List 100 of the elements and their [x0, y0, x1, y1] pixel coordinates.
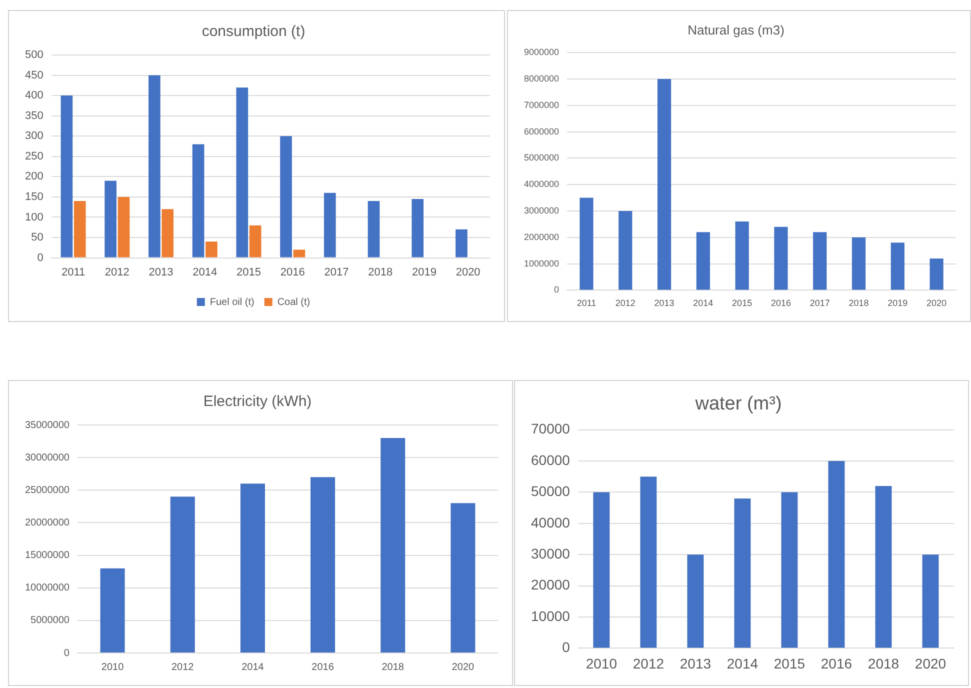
- y-tick-label: 500: [24, 49, 44, 62]
- x-tick-label: 2010: [586, 655, 618, 672]
- legend-label: Coal (t): [277, 296, 310, 308]
- bar: [890, 242, 904, 290]
- y-tick-label: 35000000: [24, 420, 70, 431]
- y-tick-label: 70000: [530, 420, 570, 437]
- x-tick-label: 2013: [148, 266, 174, 278]
- y-tick-label: 60000: [530, 452, 570, 468]
- x-tick-label: 2017: [810, 298, 830, 308]
- bar: [687, 554, 704, 648]
- y-tick-label: 200: [24, 170, 44, 183]
- bar: [206, 242, 218, 258]
- bar: [580, 198, 594, 290]
- x-tick-label: 2018: [382, 662, 404, 673]
- y-tick-label: 50000: [530, 483, 570, 500]
- x-tick-label: 2020: [914, 655, 946, 672]
- legend-label: Fuel oil (t): [210, 296, 254, 308]
- bar: [593, 492, 610, 648]
- x-tick-label: 2012: [615, 298, 636, 308]
- x-tick-label: 2018: [848, 298, 869, 308]
- x-tick-label: 2012: [171, 662, 194, 673]
- x-tick-label: 2015: [236, 266, 261, 278]
- y-tick-label: 20000000: [24, 517, 70, 528]
- x-tick-label: 2020: [452, 662, 475, 673]
- y-tick-label: 9000000: [524, 47, 560, 58]
- bar: [852, 237, 866, 290]
- bar: [104, 180, 116, 258]
- bar: [192, 144, 204, 258]
- x-tick-label: 2014: [693, 298, 714, 308]
- bar: [280, 136, 292, 258]
- x-tick-label: 2014: [242, 662, 264, 673]
- x-tick-label: 2020: [926, 298, 947, 308]
- x-tick-label: 2019: [888, 298, 908, 308]
- y-tick-label: 15000000: [24, 550, 70, 562]
- bar: [734, 498, 751, 648]
- y-tick-label: 350: [24, 110, 44, 122]
- y-tick-label: 300: [24, 130, 44, 142]
- bar: [380, 438, 406, 652]
- bar: [236, 87, 248, 258]
- y-tick-label: 5000000: [524, 152, 560, 163]
- y-tick-label: 8000000: [524, 73, 560, 84]
- y-tick-label: 150: [24, 190, 44, 203]
- bar: [813, 232, 827, 290]
- x-tick-label: 2016: [770, 298, 791, 308]
- chart-title: consumption (t): [202, 23, 306, 40]
- y-tick-label: 1000000: [524, 258, 560, 268]
- bar: [875, 486, 892, 648]
- y-tick-label: 20000: [530, 576, 570, 593]
- y-tick-label: 0: [554, 284, 560, 295]
- y-tick-label: 10000: [530, 608, 570, 624]
- x-tick-label: 2010: [101, 662, 124, 673]
- x-tick-label: 2016: [280, 266, 305, 278]
- bar: [640, 476, 657, 648]
- bar: [148, 75, 160, 258]
- x-tick-label: 2016: [312, 662, 334, 673]
- x-tick-label: 2019: [412, 266, 436, 278]
- x-tick-label: 2014: [726, 655, 758, 672]
- x-tick-label: 2014: [192, 266, 218, 278]
- y-tick-label: 4000000: [524, 179, 560, 190]
- y-tick-label: 100: [24, 211, 44, 224]
- bar: [60, 96, 73, 258]
- y-tick-label: 0: [64, 648, 70, 659]
- chart-title: Natural gas (m3): [688, 22, 784, 38]
- bar: [118, 196, 130, 258]
- y-tick-label: 6000000: [524, 126, 560, 136]
- bar: [100, 568, 125, 652]
- bar: [74, 201, 86, 258]
- y-tick-label: 0: [37, 252, 44, 264]
- y-tick-label: 25000000: [24, 484, 70, 496]
- x-tick-label: 2012: [632, 655, 664, 672]
- y-tick-label: 50: [31, 232, 44, 244]
- bar: [324, 192, 336, 258]
- y-tick-label: 2000000: [524, 232, 560, 242]
- bar: [774, 226, 788, 290]
- bar: [170, 496, 195, 652]
- bar: [293, 250, 306, 258]
- x-tick-label: 2018: [868, 655, 900, 672]
- y-tick-label: 3000000: [524, 205, 560, 216]
- bar: [456, 229, 468, 258]
- x-tick-label: 2016: [820, 655, 852, 672]
- bar: [922, 554, 939, 648]
- y-tick-label: 0: [562, 639, 570, 656]
- bar: [412, 198, 424, 258]
- x-tick-label: 2013: [680, 655, 712, 672]
- bar: [368, 201, 380, 258]
- bar: [310, 477, 336, 652]
- x-tick-label: 2012: [104, 266, 130, 278]
- x-tick-label: 2015: [774, 655, 806, 672]
- bar: [696, 232, 710, 290]
- bar: [618, 211, 632, 290]
- y-tick-label: 400: [24, 90, 44, 102]
- y-tick-label: 250: [24, 150, 44, 162]
- bar: [735, 222, 749, 290]
- y-tick-label: 7000000: [524, 100, 560, 110]
- bar: [162, 209, 174, 258]
- bar: [781, 492, 798, 648]
- x-tick-label: 2013: [654, 298, 674, 308]
- bar: [657, 79, 672, 290]
- x-tick-label: 2011: [576, 298, 596, 308]
- y-tick-label: 40000: [530, 514, 570, 530]
